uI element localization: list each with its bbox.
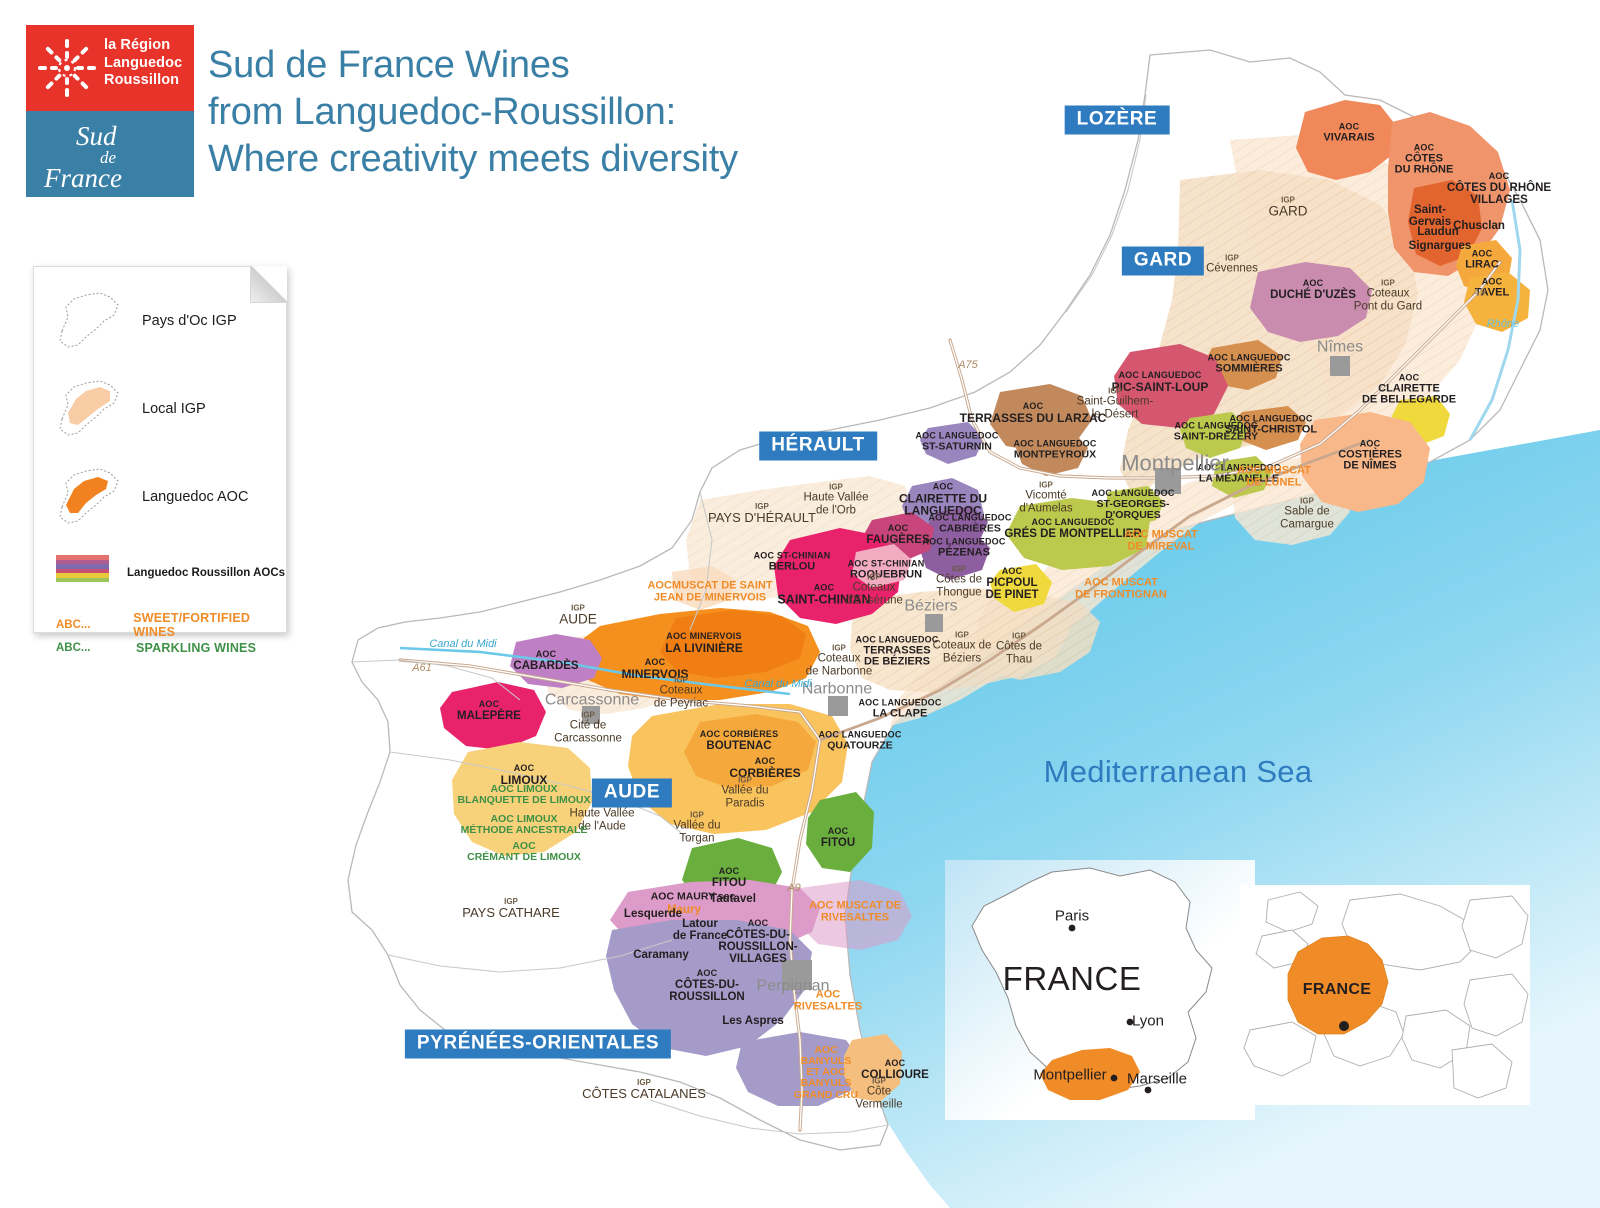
roads-and-rivers [351, 94, 1522, 1135]
legend-label-sweet: SWEET/FORTIFIED WINES [133, 611, 251, 639]
legend-item-lr-aocs: Languedoc Roussillon AOCs [56, 555, 285, 591]
inset-city-label-2: Montpellier [1033, 1066, 1107, 1084]
abc-sweet-sample: ABC... [56, 619, 91, 631]
city-markers [582, 356, 1350, 990]
department-badge-gard: GARD [1121, 246, 1205, 276]
legend-card: Pays d'Oc IGP Local IGP Languedoc AOC [33, 266, 287, 655]
aoc-gres-montpellier [1006, 498, 1150, 570]
aoc-picpoul-pinet [990, 564, 1052, 612]
aoc-montpeyroux [1016, 430, 1088, 476]
aoc-saint-drezery [1180, 412, 1248, 458]
aoc-fitou-east [806, 792, 874, 872]
aoc-la-mejanelle [1212, 456, 1272, 498]
aoc-cdr-villages [1408, 180, 1482, 266]
page-fold-corner [250, 266, 287, 303]
page-title: Sud de France Wines from Languedoc-Rouss… [208, 42, 738, 183]
aoc-regions [440, 100, 1530, 1106]
aoc-stripes-swatch [56, 555, 109, 591]
logo-blue-panel [26, 111, 194, 197]
aoc-st-chinian-roquebrun [852, 544, 912, 588]
aoc-vivarais [1296, 100, 1398, 180]
aoc-minervois-la-liviniere [660, 610, 806, 678]
inset-city-label-1: Lyon [1132, 1012, 1164, 1030]
inset-europe-france-label: FRANCE [1302, 981, 1372, 998]
europe-inset-france-highlight [1287, 935, 1389, 1035]
department-badge-pyrénées-orientales: PYRÉNÉES-ORIENTALES [404, 1029, 672, 1059]
legend-label-local-igp: Local IGP [142, 401, 206, 417]
aoc-collioure [844, 1034, 902, 1102]
aoc-muscat-rivesaltes [796, 880, 912, 950]
legend-label-sparkling: SPARKLING WINES [136, 641, 257, 655]
script-france: France [43, 163, 122, 193]
inset-city-label-3: Marseille [1126, 1070, 1188, 1088]
aoc-limoux [452, 742, 592, 856]
title-line-1: Sud de France Wines [208, 44, 570, 86]
aoc-duche-uzes [1250, 262, 1372, 342]
france-inset-highlight [1040, 1048, 1140, 1100]
local-igp-shape-icon [59, 380, 119, 436]
occitan-cross-icon [38, 39, 96, 97]
mediterranean-sea-label: Mediterranean Sea [1043, 754, 1313, 789]
legend-label-pays-doc: Pays d'Oc IGP [142, 313, 237, 329]
logo-region-text: la Région Languedoc Roussillon [104, 37, 183, 88]
languedoc-aoc-shape-icon [59, 468, 119, 524]
title-line-3: Where creativity meets diversity [208, 138, 738, 180]
aoc-banyuls [736, 1032, 862, 1106]
legend-item-languedoc-aoc: Languedoc AOC [52, 461, 248, 533]
aoc-st-saturnin [920, 422, 984, 464]
script-sud: Sud [76, 121, 117, 151]
sud-de-france-script: Sud de France [43, 121, 122, 193]
department-badge-lozère: LOZÈRE [1064, 105, 1170, 135]
inset-city-label-0: Paris [1054, 907, 1090, 925]
title-line-2: from Languedoc-Roussillon: [208, 91, 676, 133]
abc-sparkling-sample: ABC... [56, 642, 91, 654]
legend-label-lr-aocs: Languedoc Roussillon AOCs [127, 567, 286, 579]
department-badge-hérault: HÉRAULT [759, 431, 877, 461]
department-badge-aude: AUDE [591, 778, 673, 808]
aoc-cotes-roussillon [606, 920, 812, 1056]
legend-wine-type-key: ABC... SWEET/FORTIFIED WINES ABC... SPAR… [56, 611, 286, 655]
script-de: de [100, 148, 117, 167]
pays-doc-shape-icon [59, 292, 119, 348]
inset-europe [1240, 885, 1530, 1105]
aoc-saint-christol [1232, 406, 1306, 450]
aoc-pezenas [920, 530, 990, 580]
sud-de-france-logo: la Région Languedoc Roussillon Sud de Fr… [26, 25, 194, 197]
legend-item-local-igp: Local IGP [52, 373, 206, 445]
aoc-costieres-nimes [1300, 412, 1430, 512]
inset-france-title: FRANCE [1002, 960, 1142, 997]
aoc-muscat-st-jean-minervois [672, 566, 736, 610]
legend-item-pays-doc: Pays d'Oc IGP [52, 285, 237, 357]
legend-label-languedoc-aoc: Languedoc AOC [142, 489, 249, 505]
aoc-pic-saint-loup [1114, 344, 1228, 428]
inset-france [945, 860, 1255, 1120]
aoc-corbieres-boutenac [684, 714, 816, 788]
